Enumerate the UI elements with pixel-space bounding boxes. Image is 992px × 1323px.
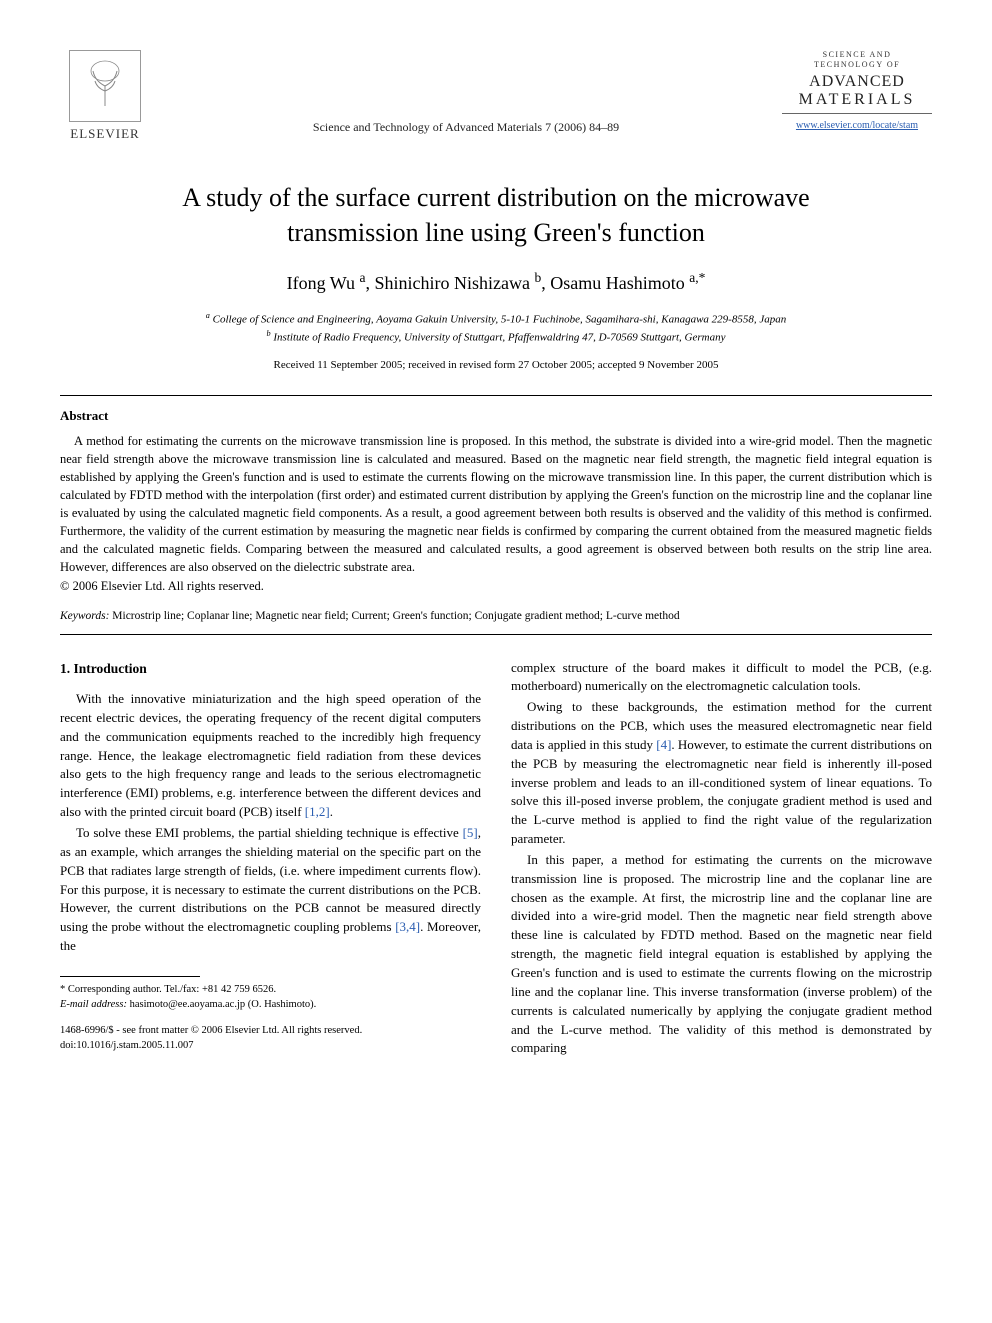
divider xyxy=(60,634,932,635)
publisher-name: ELSEVIER xyxy=(70,126,139,142)
footer-issn: 1468-6996/$ - see front matter © 2006 El… xyxy=(60,1024,481,1039)
intro-p2: To solve these EMI problems, the partial… xyxy=(60,824,481,956)
keywords-text: Microstrip line; Coplanar line; Magnetic… xyxy=(112,610,679,622)
email-note: E-mail address: hasimoto@ee.aoyama.ac.jp… xyxy=(60,998,481,1013)
intro-p1: With the innovative miniaturization and … xyxy=(60,690,481,822)
divider xyxy=(60,395,932,396)
abstract-text: A method for estimating the currents on … xyxy=(60,432,932,577)
intro-p5: In this paper, a method for estimating t… xyxy=(511,851,932,1058)
email-address: hasimoto@ee.aoyama.ac.jp (O. Hashimoto). xyxy=(130,999,317,1010)
publisher-logo-block: ELSEVIER xyxy=(60,50,150,150)
article-dates: Received 11 September 2005; received in … xyxy=(60,359,932,371)
keywords-label: Keywords: xyxy=(60,610,109,622)
authors: Ifong Wu a, Shinichiro Nishizawa b, Osam… xyxy=(60,270,932,294)
header: ELSEVIER Science and Technology of Advan… xyxy=(60,50,932,150)
page: ELSEVIER Science and Technology of Advan… xyxy=(0,0,992,1100)
body-columns: 1. Introduction With the innovative mini… xyxy=(60,659,932,1061)
brand-line2: TECHNOLOGY OF xyxy=(782,60,932,70)
affiliations: a College of Science and Engineering, Ao… xyxy=(60,310,932,346)
affiliation-b: Institute of Radio Frequency, University… xyxy=(273,332,725,344)
ref-link-5[interactable]: [5] xyxy=(463,825,478,840)
brand-line1: SCIENCE AND xyxy=(782,50,932,60)
brand-advanced: ADVANCED xyxy=(782,73,932,91)
footnote-rule xyxy=(60,976,200,977)
ref-link-1-2[interactable]: [1,2] xyxy=(305,804,330,819)
article-title: A study of the surface current distribut… xyxy=(60,180,932,250)
section-1-heading: 1. Introduction xyxy=(60,659,481,679)
title-line1: A study of the surface current distribut… xyxy=(182,183,809,212)
corresponding-author-note: * Corresponding author. Tel./fax: +81 42… xyxy=(60,983,481,998)
left-column: 1. Introduction With the innovative mini… xyxy=(60,659,481,1061)
elsevier-tree-icon xyxy=(69,50,141,122)
intro-p3: complex structure of the board makes it … xyxy=(511,659,932,697)
right-column: complex structure of the board makes it … xyxy=(511,659,932,1061)
journal-brand: SCIENCE AND TECHNOLOGY OF ADVANCED MATER… xyxy=(782,50,932,131)
email-label: E-mail address: xyxy=(60,999,127,1010)
brand-url[interactable]: www.elsevier.com/locate/stam xyxy=(782,120,932,131)
keywords: Keywords: Microstrip line; Coplanar line… xyxy=(60,610,932,622)
ref-link-4[interactable]: [4] xyxy=(656,737,671,752)
affiliation-a: College of Science and Engineering, Aoya… xyxy=(213,314,787,326)
ref-link-3-4[interactable]: [3,4] xyxy=(395,919,420,934)
abstract-heading: Abstract xyxy=(60,408,932,424)
journal-reference: Science and Technology of Advanced Mater… xyxy=(150,50,782,135)
brand-materials: MATERIALS xyxy=(782,91,932,109)
abstract-copyright: © 2006 Elsevier Ltd. All rights reserved… xyxy=(60,579,932,594)
title-line2: transmission line using Green's function xyxy=(287,218,705,247)
footer-doi: doi:10.1016/j.stam.2005.11.007 xyxy=(60,1039,481,1054)
intro-p4: Owing to these backgrounds, the estimati… xyxy=(511,698,932,849)
